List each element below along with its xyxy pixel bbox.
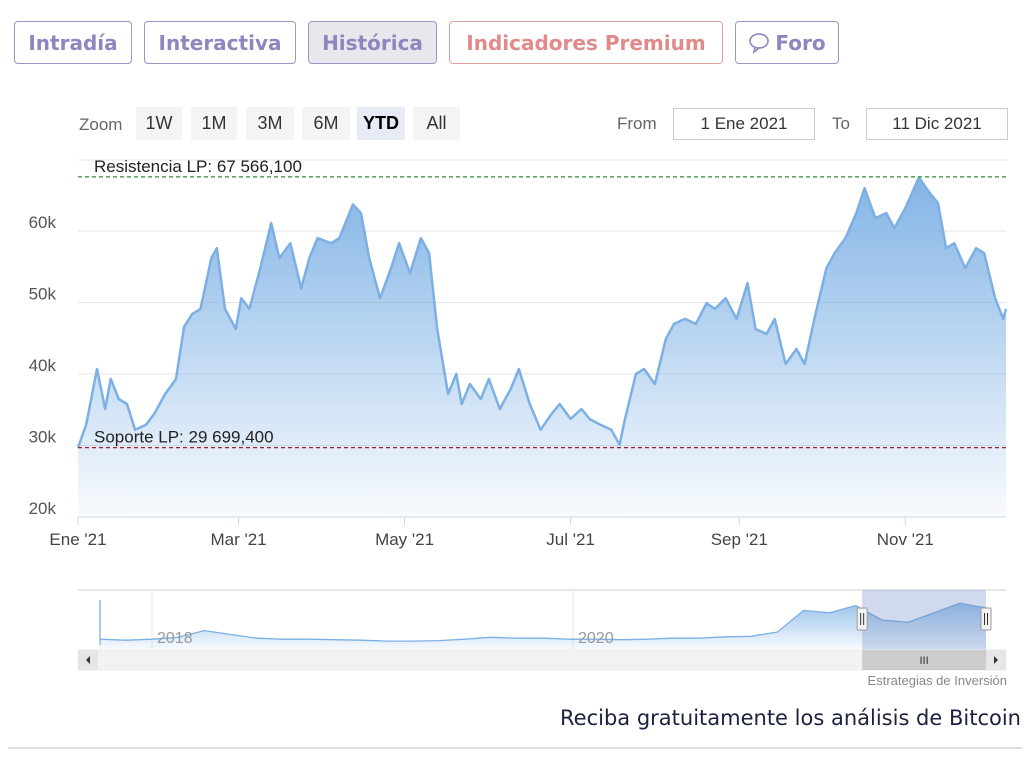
navigator-label: 2020 (578, 630, 614, 647)
resistance-label: Resistencia LP: 67 566,100 (94, 157, 302, 176)
series-area (78, 177, 1006, 517)
divider (8, 747, 1022, 749)
newsletter-cta[interactable]: Reciba gratuitamente los análisis de Bit… (560, 706, 1021, 730)
arrow-left-icon (86, 656, 90, 664)
credits-link[interactable]: Estrategias de Inversión (867, 673, 1007, 688)
from-date-input[interactable]: 1 Ene 2021 (673, 108, 815, 140)
tab-foro[interactable]: Foro (735, 21, 839, 64)
scrollbar-thumb[interactable] (862, 650, 986, 670)
tab-label: Intradía (28, 30, 118, 55)
support-label: Soporte LP: 29 699,400 (94, 428, 274, 447)
navigator-line (99, 600, 987, 645)
range-3m-button[interactable]: 3M (246, 107, 294, 140)
to-label: To (832, 114, 850, 133)
range-1w-button[interactable]: 1W (136, 107, 182, 140)
range-ytd-button[interactable]: YTD (357, 107, 405, 140)
scrollbar-grip-icon: III (919, 655, 928, 667)
x-tick-label: Sep '21 (711, 530, 768, 549)
tab-label: Interactiva (158, 30, 282, 55)
y-tick-label: 30k (29, 428, 57, 447)
arrow-right-icon (994, 656, 998, 664)
tab-interactiva[interactable]: Interactiva (144, 21, 296, 64)
from-label: From (617, 114, 657, 133)
to-date-input[interactable]: 11 Dic 2021 (866, 108, 1008, 140)
tab-intradia[interactable]: Intradía (14, 21, 132, 64)
series-line (76, 176, 1008, 449)
y-tick-label: 40k (29, 356, 57, 375)
price-chart: 20k 30k 40k 50k 60k Resistencia LP: 67 566,1… (29, 157, 1008, 671)
range-all-button[interactable]: All (413, 107, 460, 140)
tab-historica[interactable]: Histórica (308, 21, 437, 64)
x-tick-label: Jul '21 (546, 530, 595, 549)
navigator-area (100, 600, 986, 650)
navigator-handle-right[interactable] (980, 607, 992, 631)
tab-label: Histórica (322, 30, 423, 55)
navigator-label: 2018 (157, 630, 193, 647)
chat-bubble-icon (748, 32, 770, 54)
tab-indicadores-premium[interactable]: Indicadores Premium (449, 21, 723, 64)
y-tick-label: 50k (29, 285, 57, 304)
tab-label: Indicadores Premium (466, 30, 706, 55)
navigator-handle-left[interactable] (856, 607, 868, 631)
x-tick-label: Nov '21 (877, 530, 934, 549)
x-tick-label: May '21 (375, 530, 434, 549)
range-6m-button[interactable]: 6M (302, 107, 350, 140)
navigator-selection (862, 590, 986, 650)
x-tick-label: Mar '21 (210, 530, 266, 549)
x-tick-label: Ene '21 (49, 530, 106, 549)
tab-label: Foro (775, 30, 826, 55)
y-tick-label: 60k (29, 213, 57, 232)
zoom-label: Zoom (79, 115, 123, 134)
range-1m-button[interactable]: 1M (191, 107, 237, 140)
y-tick-label: 20k (29, 499, 57, 518)
